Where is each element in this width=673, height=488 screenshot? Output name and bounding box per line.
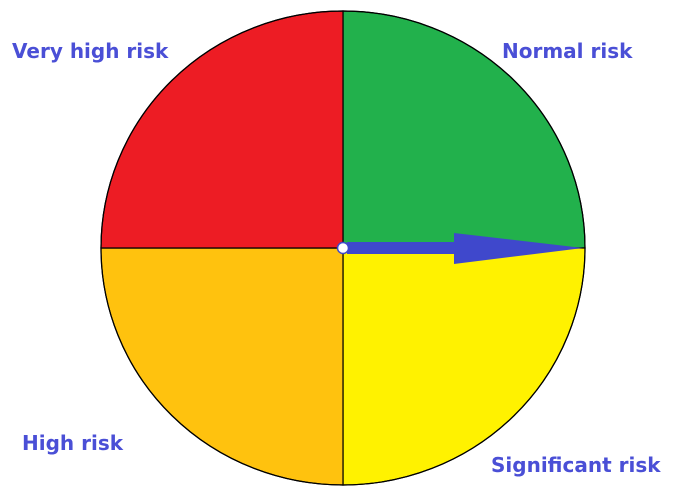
high-risk-label: High risk bbox=[22, 431, 124, 455]
center-pivot bbox=[336, 241, 350, 255]
dial-outline bbox=[100, 10, 586, 486]
significant-risk-quadrant bbox=[342, 247, 586, 486]
very-high-risk-label: Very high risk bbox=[12, 39, 169, 63]
normal-risk-label: Normal risk bbox=[502, 39, 633, 63]
significant-risk-label: Significant risk bbox=[491, 453, 661, 477]
high-risk-quadrant bbox=[100, 247, 344, 486]
pointer-arrow bbox=[347, 233, 583, 264]
